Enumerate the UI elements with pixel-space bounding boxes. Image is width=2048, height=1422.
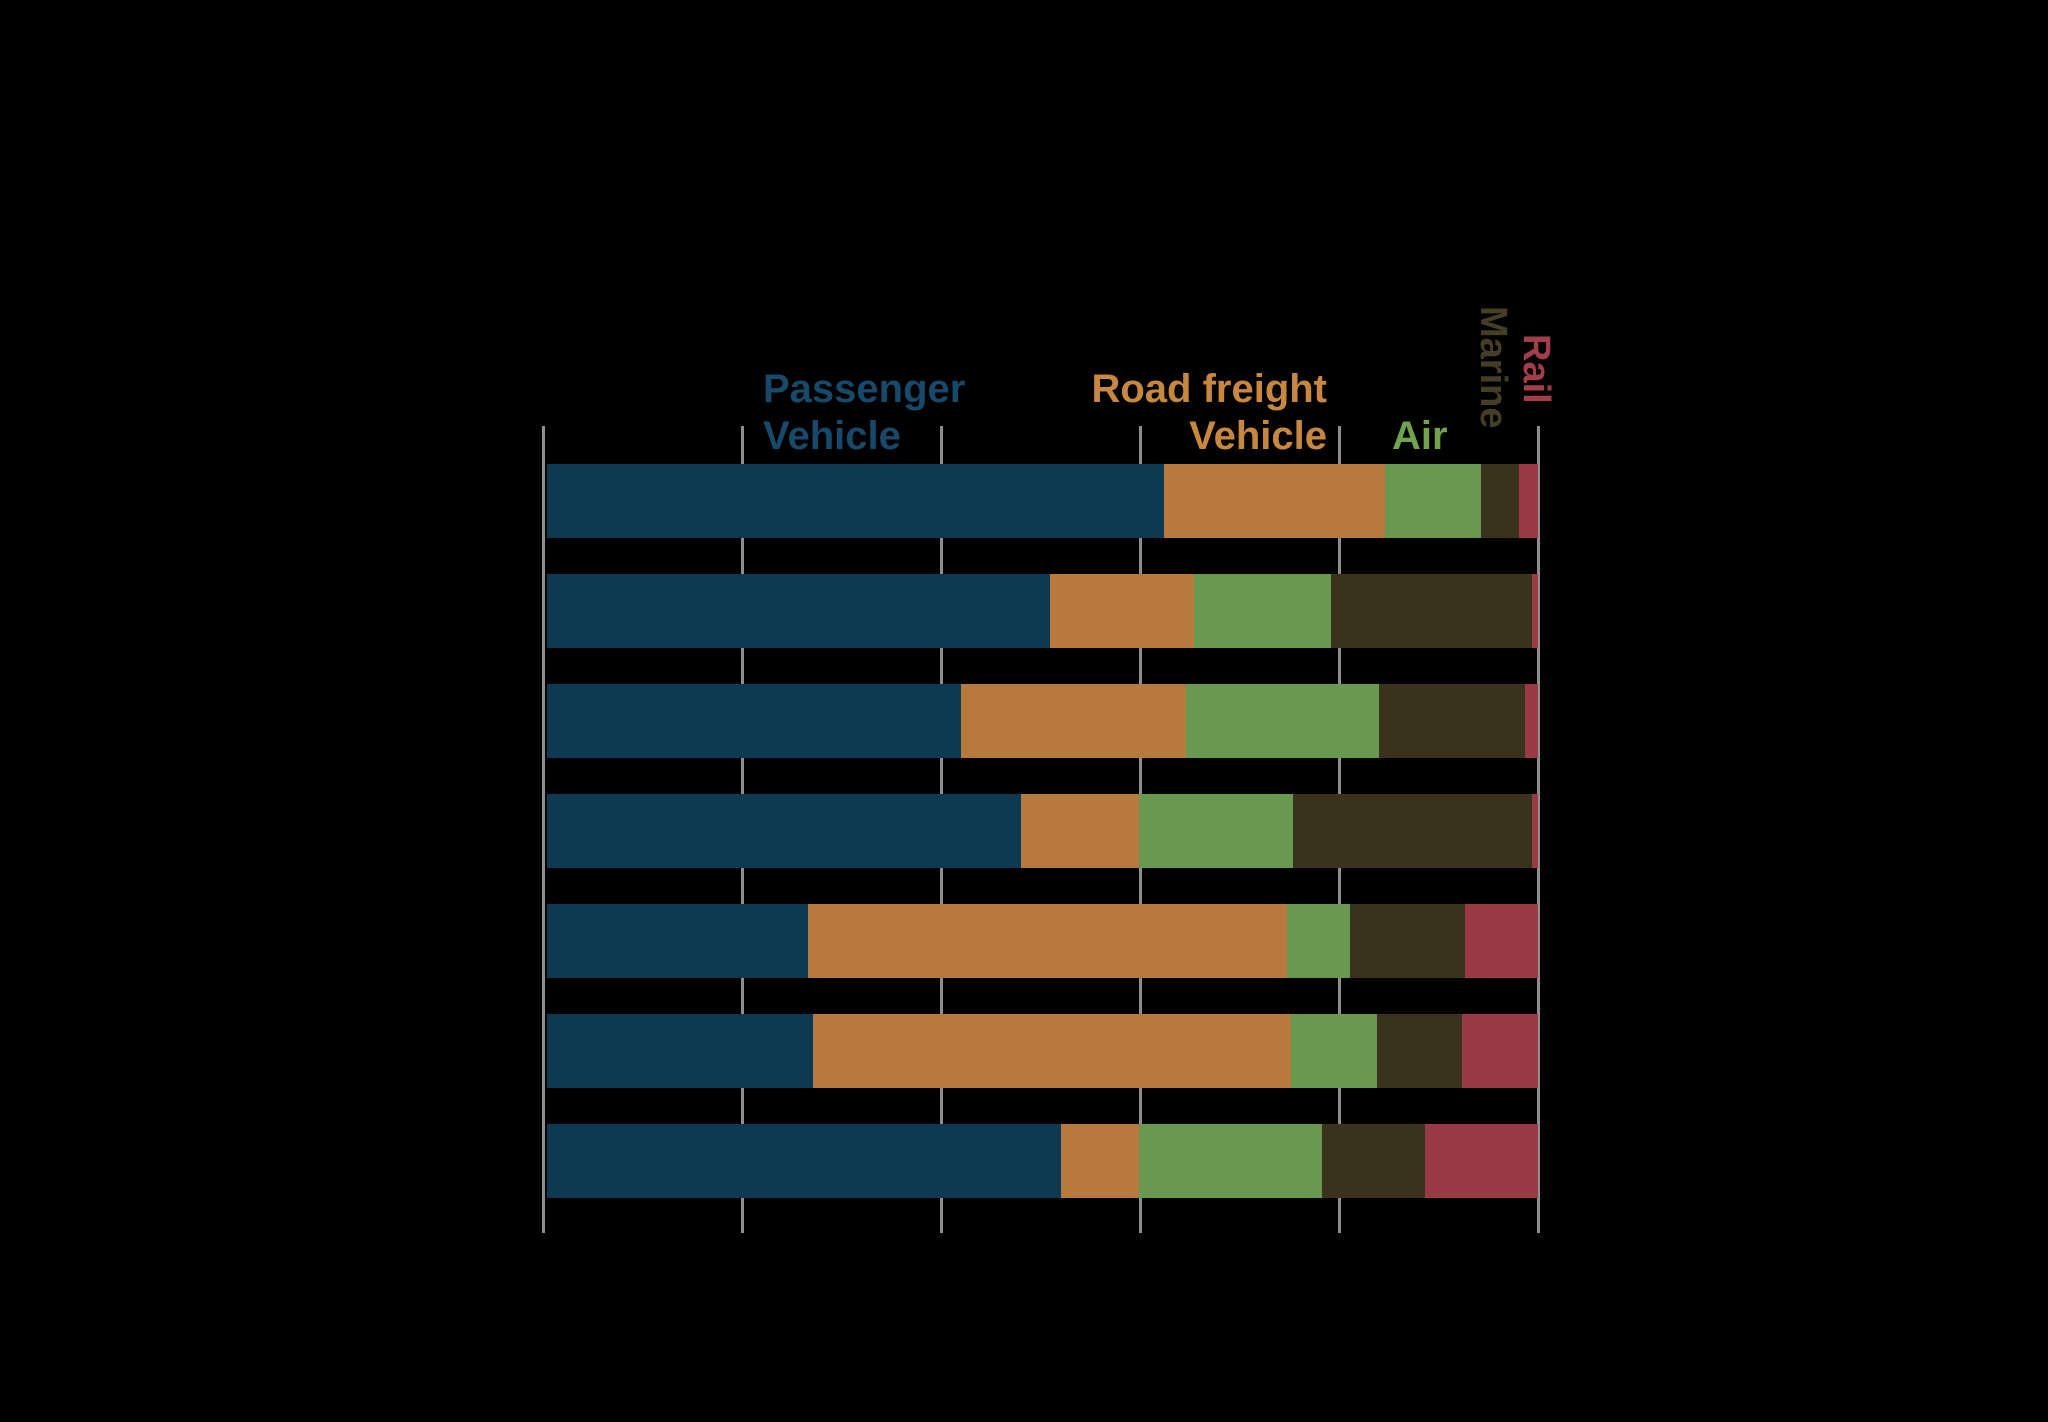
gridline-100pct [1537, 426, 1540, 1233]
bar-row-5 [547, 904, 1538, 978]
bar-segment-marine [1480, 464, 1520, 538]
series-label-passenger-line1: Passenger [763, 367, 966, 411]
bar-segment-passenger-vehicle [547, 794, 1021, 868]
bar-segment-passenger-vehicle [547, 1124, 1062, 1198]
bar-row-2 [547, 574, 1538, 648]
bar-row-4 [547, 794, 1538, 868]
bar-segment-air [1287, 904, 1350, 978]
bar-segment-passenger-vehicle [547, 1014, 813, 1088]
bar-segment-rail [1519, 464, 1538, 538]
gridline-0pct [542, 426, 545, 1233]
bar-segment-marine [1349, 904, 1465, 978]
bar-segment-marine [1379, 684, 1526, 758]
bar-segment-marine [1321, 1124, 1426, 1198]
bar-segment-road-freight-vehicle [812, 1014, 1292, 1088]
bar-segment-road-freight-vehicle [1050, 574, 1195, 648]
bar-segment-marine [1377, 1014, 1462, 1088]
bar-segment-road-freight-vehicle [961, 684, 1187, 758]
bar-segment-passenger-vehicle [547, 464, 1165, 538]
bar-segment-passenger-vehicle [547, 684, 962, 758]
bar-segment-rail [1425, 1124, 1538, 1198]
bar-segment-air [1385, 464, 1481, 538]
bar-row-6 [547, 1014, 1538, 1088]
plot-area [542, 426, 1540, 1233]
series-label-road-freight-line2: Vehicle [1189, 414, 1327, 458]
series-label-passenger-vehicle: Passenger Vehicle [763, 366, 965, 460]
bar-segment-passenger-vehicle [547, 574, 1051, 648]
series-label-road-freight-vehicle: Road freight Vehicle [1091, 366, 1327, 460]
bar-row-1 [547, 464, 1538, 538]
series-label-air: Air [1392, 414, 1448, 458]
bar-row-7 [547, 1124, 1538, 1198]
bar-segment-air [1138, 1124, 1322, 1198]
bar-segment-road-freight-vehicle [1164, 464, 1386, 538]
series-label-marine: Marine [1472, 306, 1514, 429]
bar-row-3 [547, 684, 1538, 758]
series-label-rail: Rail [1515, 334, 1557, 404]
bar-segment-marine [1293, 794, 1533, 868]
bar-segment-air [1186, 684, 1380, 758]
bar-segment-rail [1464, 904, 1538, 978]
bar-segment-passenger-vehicle [547, 904, 808, 978]
bar-segment-air [1138, 794, 1294, 868]
bar-segment-road-freight-vehicle [1020, 794, 1139, 868]
bar-segment-rail [1525, 684, 1538, 758]
bar-segment-rail [1461, 1014, 1538, 1088]
bar-segment-air [1291, 1014, 1378, 1088]
bar-segment-rail [1532, 574, 1538, 648]
bar-segment-road-freight-vehicle [1061, 1124, 1139, 1198]
bar-segment-air [1194, 574, 1331, 648]
series-label-road-freight-line1: Road freight [1091, 367, 1327, 411]
bar-segment-marine [1330, 574, 1533, 648]
bar-segment-rail [1532, 794, 1538, 868]
series-label-passenger-line2: Vehicle [763, 414, 901, 458]
bar-segment-road-freight-vehicle [807, 904, 1288, 978]
